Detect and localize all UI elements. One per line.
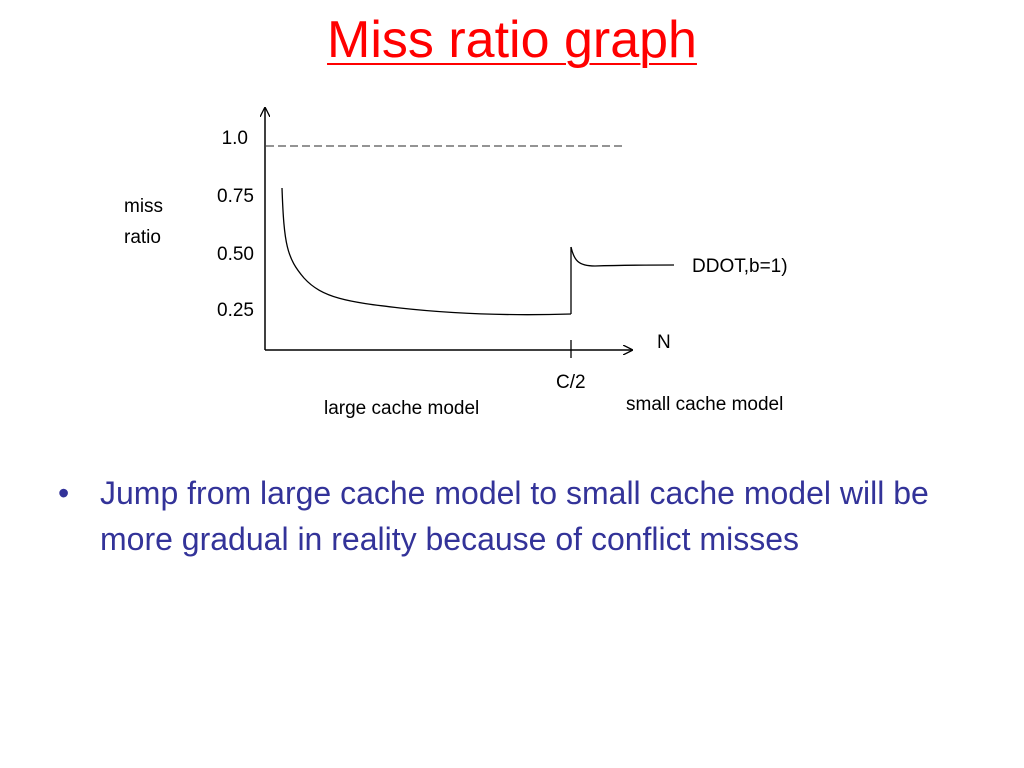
bullet-list: • Jump from large cache model to small c… — [58, 470, 958, 562]
large-cache-curve — [281, 187, 572, 316]
y-tick-label-0-75: 0.75 — [217, 186, 254, 207]
small-cache-model-label: small cache model — [626, 394, 784, 415]
large-cache-model-label: large cache model — [324, 398, 480, 419]
y-axis-label-line1: miss — [124, 196, 164, 217]
curve-label: DDOT,b=1) — [692, 256, 788, 277]
diagram-canvas — [0, 0, 675, 358]
y-tick-label-0-25: 0.25 — [217, 300, 254, 321]
small-cache-curve — [570, 246, 675, 267]
c-half-label: C/2 — [556, 372, 586, 393]
slide-title: Miss ratio graph — [327, 11, 697, 69]
bullet-text: Jump from large cache model to small cac… — [100, 475, 929, 557]
bullet-item: • Jump from large cache model to small c… — [58, 470, 958, 562]
y-tick-label-1-0: 1.0 — [221, 128, 248, 149]
bullet-marker: • — [58, 475, 70, 511]
miss-ratio-diagram: miss ratio 1.0 0.75 0.50 0.25 N C/2 DDOT… — [0, 0, 788, 419]
y-axis-label-line2: ratio — [124, 227, 161, 248]
x-axis-label: N — [657, 332, 671, 353]
y-tick-label-0-50: 0.50 — [217, 244, 254, 265]
